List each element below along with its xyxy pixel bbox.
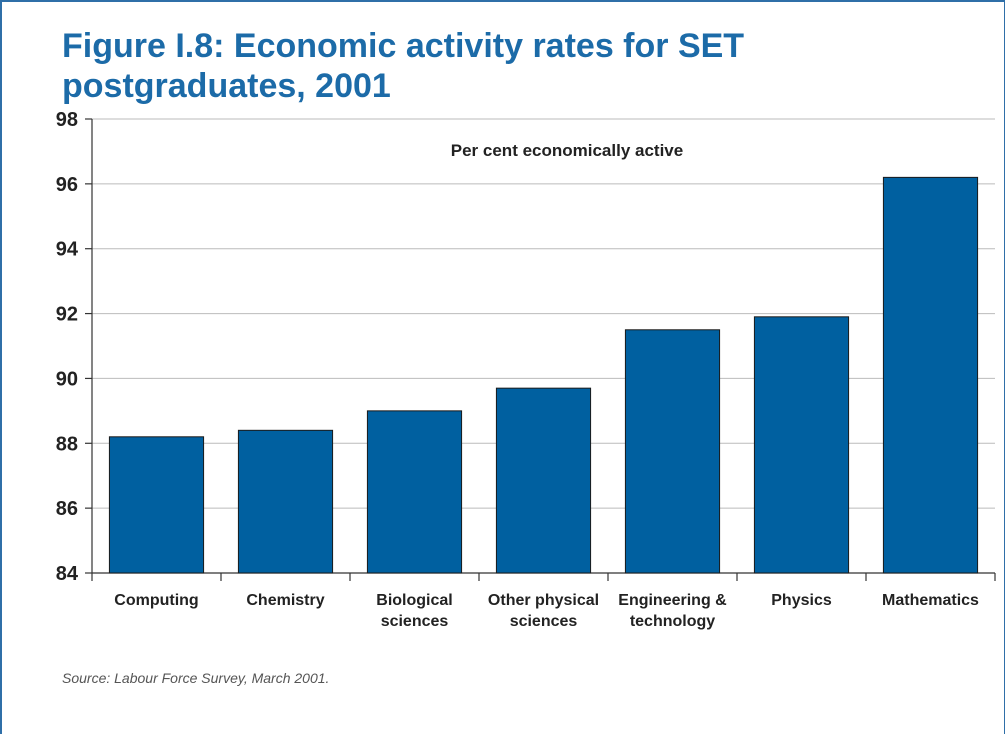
bar-physics (753, 316, 850, 574)
x-category-label: Chemistry (246, 592, 324, 609)
y-tick-label: 90 (56, 368, 78, 390)
y-tick-label: 96 (56, 174, 78, 196)
bar-engineering-technology (624, 329, 721, 574)
x-category-label: Physics (771, 592, 832, 609)
bar-other-physical-sciences (495, 387, 592, 574)
y-tick-label: 94 (56, 239, 79, 261)
y-tick-label: 88 (56, 433, 78, 455)
chart-annotation: Per cent economically active (451, 141, 683, 160)
x-category-label: Computing (114, 592, 198, 609)
y-tick-label: 92 (56, 304, 78, 326)
bar-biological-sciences (366, 410, 463, 574)
bar-mathematics (882, 176, 979, 574)
bar-computing (108, 436, 205, 574)
x-category-label: Biological sciences (376, 592, 452, 630)
x-category-label: Mathematics (882, 592, 979, 609)
bar-chemistry (237, 429, 334, 574)
x-category-label: Other physical sciences (488, 592, 599, 630)
y-tick-label: 98 (56, 109, 78, 131)
figure-title: Figure I.8: Economic activity rates for … (62, 27, 745, 105)
y-tick-label: 86 (56, 498, 78, 520)
x-category-label: Engineering & technology (618, 592, 727, 630)
figure-source: Source: Labour Force Survey, March 2001. (62, 670, 330, 686)
y-tick-label: 84 (56, 563, 79, 585)
